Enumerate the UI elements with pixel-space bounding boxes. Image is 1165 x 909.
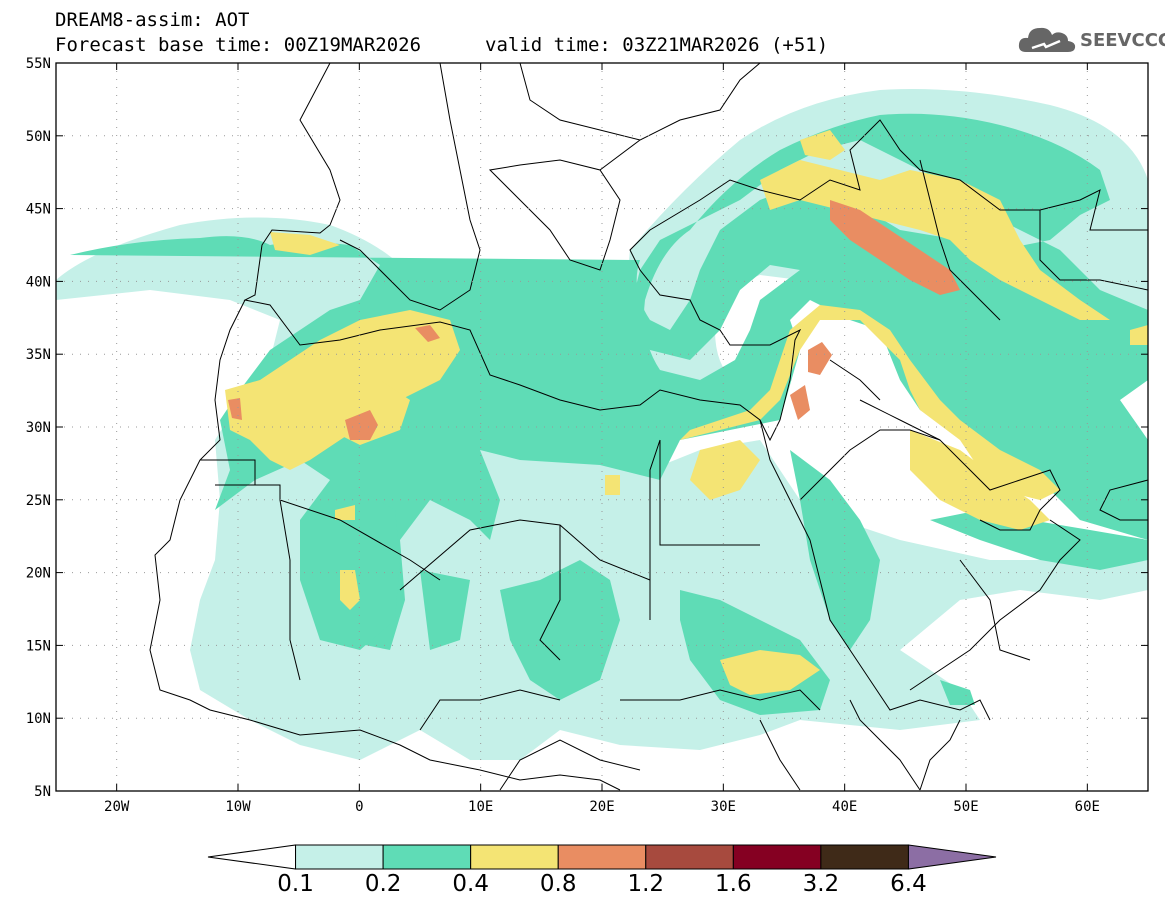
- colorbar-box: [820, 844, 909, 870]
- lon-tick-label: 0: [355, 799, 363, 815]
- colorbar-level-label: 0.8: [540, 871, 577, 897]
- colorbar-level-label: 0.2: [365, 871, 402, 897]
- axis-ticks: 20W 10W 0 10E 20E 30E 40E 50E 60E 5N 10N 15N 20N 25N 3…: [26, 56, 1148, 815]
- lat-tick-label: 25N: [26, 493, 51, 509]
- seevccc-logo: SEEVCCC: [1018, 22, 1165, 58]
- coastlines-borders: [149, 63, 1148, 791]
- lon-tick-label: 20E: [589, 799, 614, 815]
- colorbar-over-triangle: [907, 844, 997, 870]
- aot-fields: [56, 89, 1148, 760]
- lon-tick-label: 40E: [832, 799, 857, 815]
- lon-tick-label: 50E: [953, 799, 978, 815]
- lat-tick-label: 40N: [26, 274, 51, 290]
- colorbar-box: [732, 844, 822, 870]
- lat-tick-label: 55N: [26, 56, 51, 72]
- colorbar-box: [645, 844, 734, 870]
- colorbar-level-label: 0.4: [452, 871, 489, 897]
- colorbar-under-triangle: [207, 844, 297, 870]
- lon-tick-label: 10E: [468, 799, 493, 815]
- lat-tick-label: 15N: [26, 638, 51, 654]
- lon-tick-label: 60E: [1075, 799, 1100, 815]
- lat-tick-label: 45N: [26, 202, 51, 218]
- colorbar-level-label: 6.4: [890, 871, 927, 897]
- aot-band-0.8-1.2: [228, 200, 960, 440]
- lon-tick-label: 30E: [711, 799, 736, 815]
- colorbar: 0.1 0.2 0.4 0.8 1.2 1.6 3.2 6.4: [207, 844, 997, 897]
- lat-tick-label: 30N: [26, 420, 51, 436]
- lon-tick-label: 10W: [225, 799, 251, 815]
- colorbar-box: [470, 844, 559, 870]
- lat-tick-label: 35N: [26, 347, 51, 363]
- colorbar-box: [382, 844, 472, 870]
- colorbar-level-label: 3.2: [803, 871, 840, 897]
- valid-time-label: valid time: 03Z21MAR2026 (+51): [485, 34, 829, 56]
- forecast-times: Forecast base time: 00Z19MAR2026 valid ti…: [55, 34, 828, 56]
- cloud-icon: [1018, 27, 1076, 52]
- lat-tick-label: 50N: [26, 129, 51, 145]
- lon-tick-label: 20W: [104, 799, 130, 815]
- colorbar-level-label: 1.2: [627, 871, 664, 897]
- base-time-label: Forecast base time: 00Z19MAR2026: [55, 34, 422, 56]
- colorbar-box: [295, 844, 384, 870]
- map-title: DREAM8-assim: AOT: [55, 9, 250, 31]
- lat-tick-label: 10N: [26, 711, 51, 727]
- colorbar-level-label: 0.1: [277, 871, 314, 897]
- lat-tick-label: 20N: [26, 566, 51, 582]
- colorbar-box: [557, 844, 647, 870]
- logo-text: SEEVCCC: [1080, 30, 1165, 51]
- lat-tick-label: 5N: [34, 784, 51, 800]
- colorbar-level-label: 1.6: [715, 871, 752, 897]
